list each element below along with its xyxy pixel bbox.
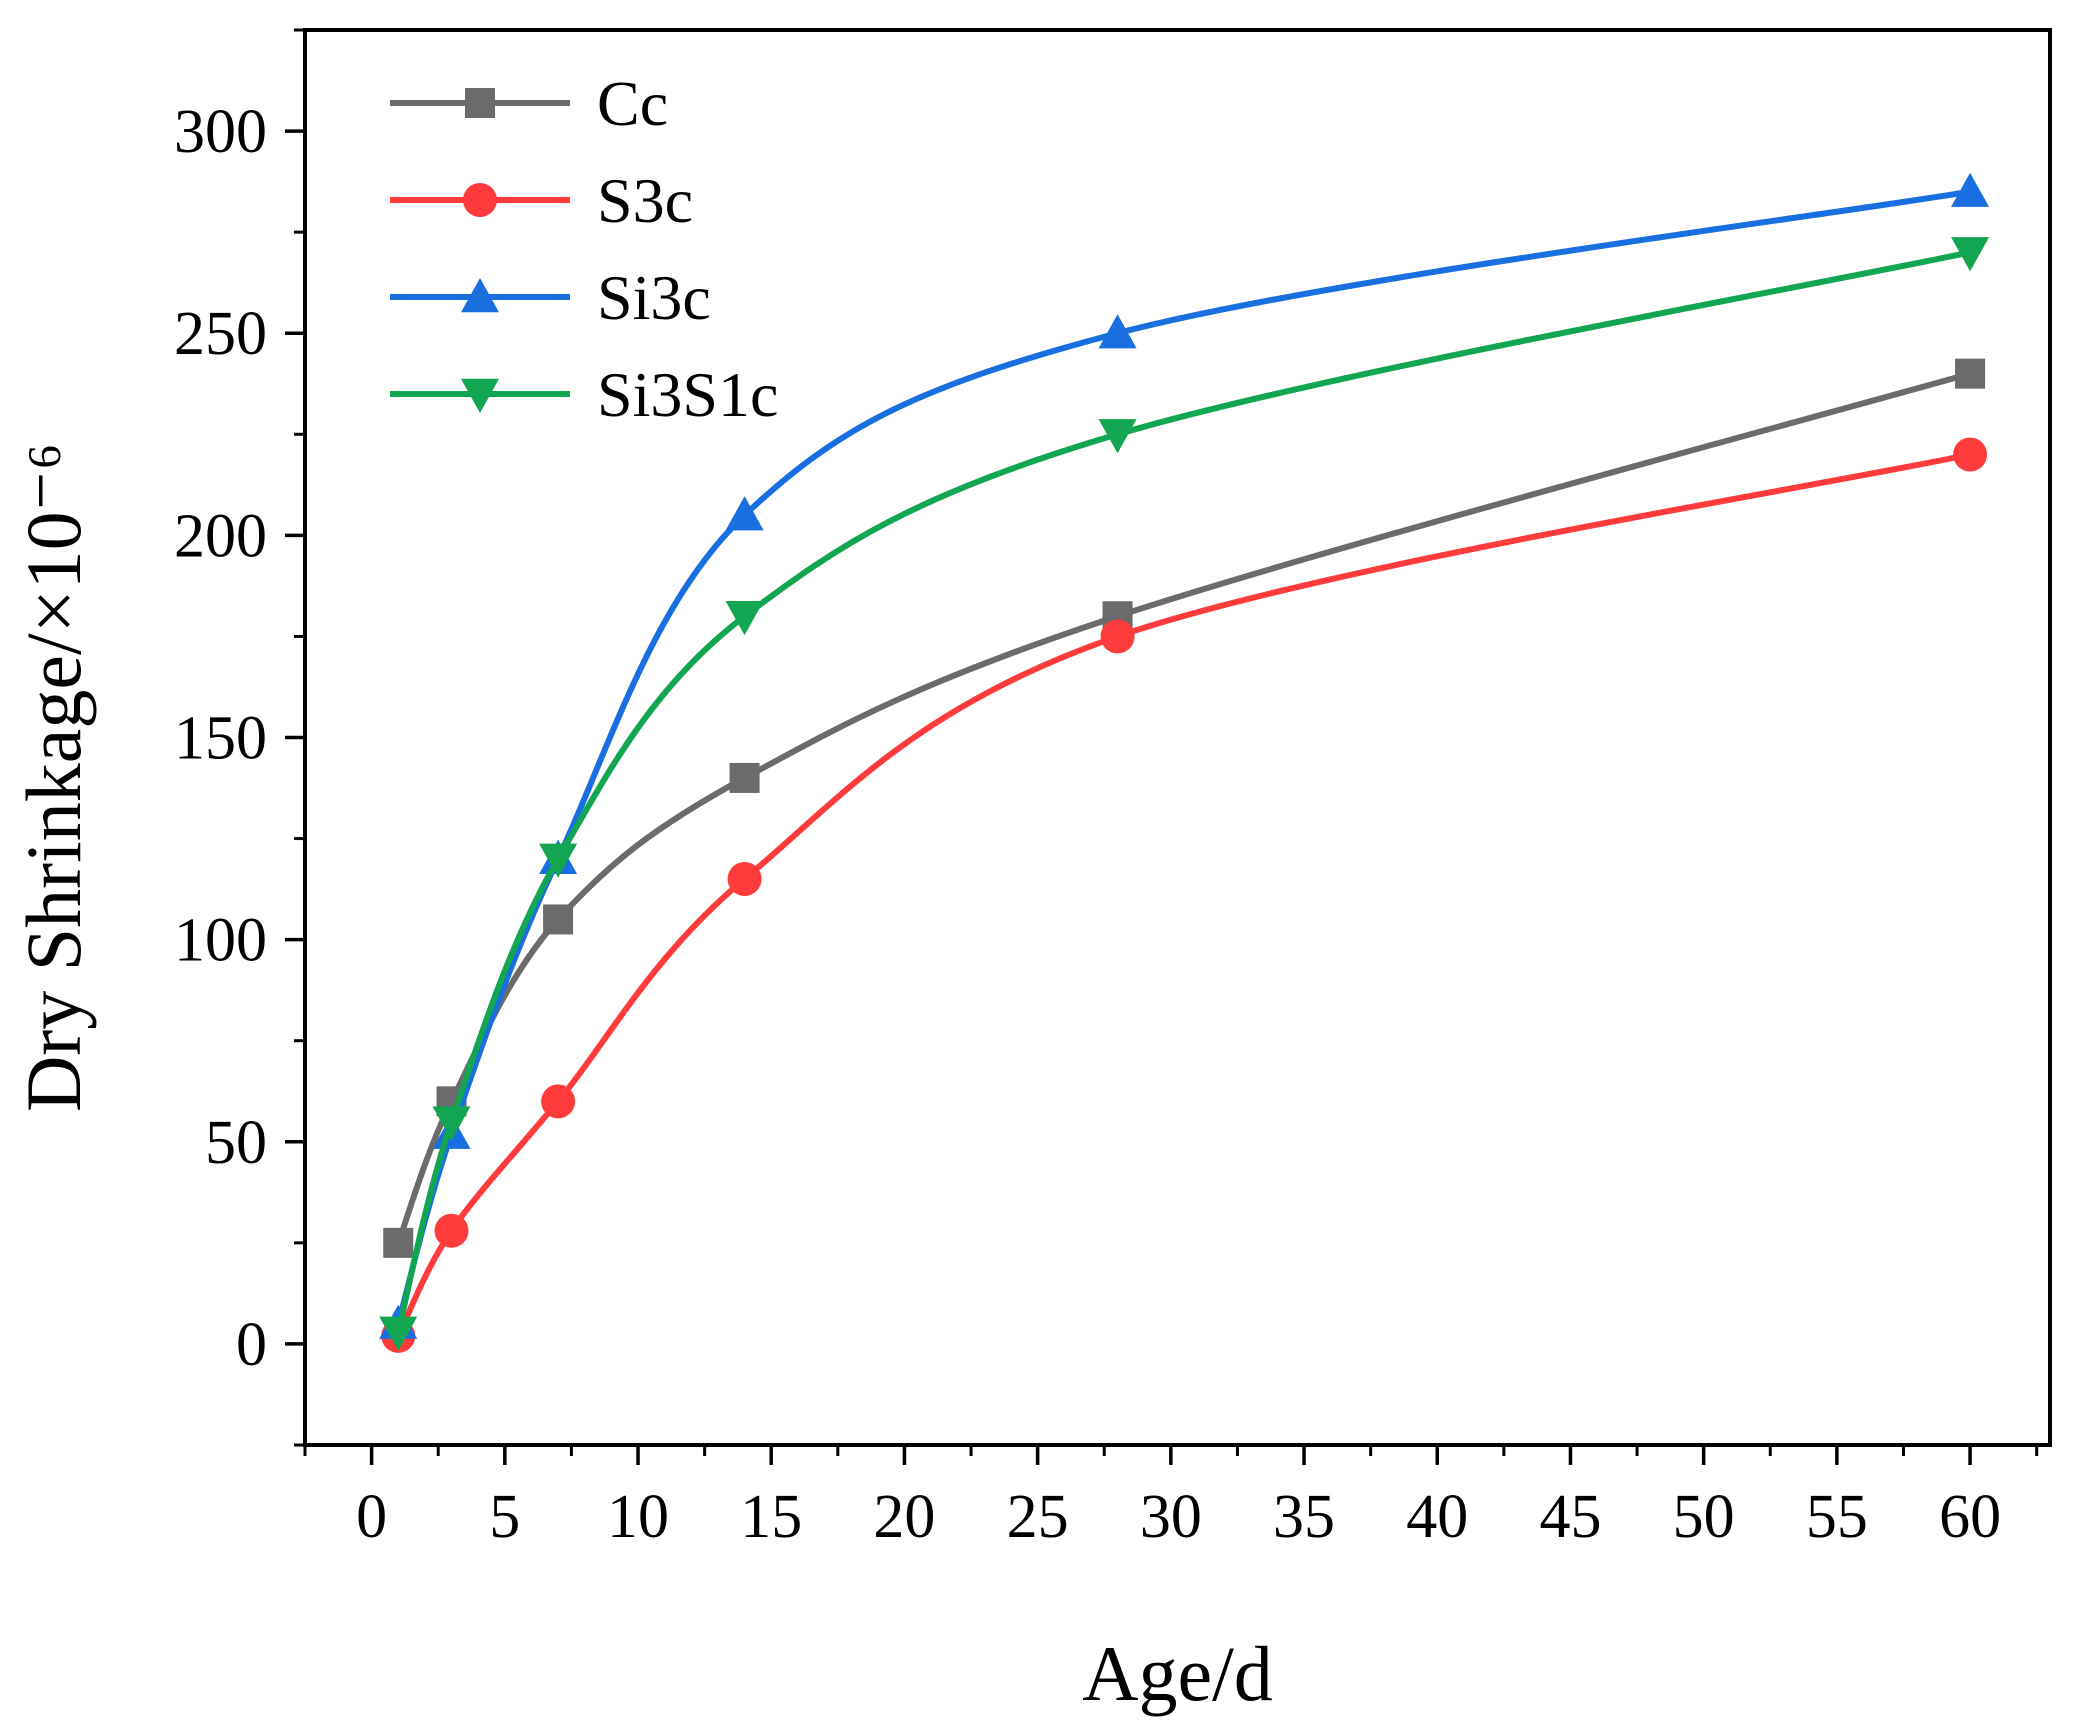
x-tick-label: 0 <box>356 1483 387 1551</box>
series-line-s3c <box>395 451 1971 1338</box>
x-tick-label: 15 <box>740 1483 802 1551</box>
legend-item-si3s1c: Si3S1c <box>390 359 778 430</box>
x-tick-label: 10 <box>607 1483 669 1551</box>
data-point-s3c <box>541 1084 576 1119</box>
x-tick-label: 45 <box>1539 1483 1601 1551</box>
x-tick-label: 50 <box>1673 1483 1735 1551</box>
data-point-cc <box>383 1227 414 1258</box>
data-point-si3s1c <box>379 1316 418 1351</box>
legend-marker-si3s1c <box>461 378 499 413</box>
legend-label-cc: Cc <box>597 68 668 139</box>
data-point-si3c <box>1951 172 1990 207</box>
legend-label-si3s1c: Si3S1c <box>597 359 778 430</box>
data-point-si3s1c <box>1098 419 1137 454</box>
x-tick-label: 55 <box>1806 1483 1868 1551</box>
data-point-s3c <box>1100 619 1135 654</box>
y-axis: 0 50 100 150 200 250 300 <box>174 28 305 1447</box>
x-tick-label: 40 <box>1406 1483 1468 1551</box>
x-tick-label: 5 <box>489 1483 520 1551</box>
y-tick-label: 200 <box>174 502 267 570</box>
y-tick-label: 150 <box>174 705 267 773</box>
y-tick-label: 0 <box>236 1311 267 1379</box>
series-s3c <box>381 437 1988 1353</box>
data-point-si3s1c <box>432 1106 471 1141</box>
legend-marker-s3c <box>463 183 497 217</box>
x-axis: 0 5 10 15 20 25 30 35 40 45 50 55 60 <box>303 1445 2039 1551</box>
data-point-cc <box>543 904 574 935</box>
series-line-cc <box>395 370 1971 1244</box>
y-tick-label: 50 <box>205 1109 267 1177</box>
y-tick-label: 250 <box>174 300 267 368</box>
legend-marker-si3c <box>461 278 499 313</box>
x-tick-label: 25 <box>1007 1483 1069 1551</box>
y-tick-label: 100 <box>174 907 267 975</box>
data-point-s3c <box>1953 437 1988 472</box>
data-point-si3s1c <box>539 843 578 878</box>
y-axis-title: Dry Shrinkage/×10⁻⁶ <box>10 443 97 1112</box>
legend-item-si3c: Si3c <box>390 262 711 333</box>
data-point-si3c <box>725 496 764 531</box>
data-point-s3c <box>727 862 762 896</box>
legend: Cc S3c Si3c Si3S1c <box>390 68 778 430</box>
series-cc <box>383 358 1986 1258</box>
legend-item-s3c: S3c <box>390 165 693 236</box>
data-point-cc <box>1955 358 1986 389</box>
legend-item-cc: Cc <box>390 68 668 139</box>
data-point-si3s1c <box>725 601 764 636</box>
y-tick-label: 300 <box>174 98 267 166</box>
x-tick-label: 60 <box>1939 1483 2001 1551</box>
legend-marker-cc <box>465 88 495 118</box>
x-tick-label: 20 <box>873 1483 935 1551</box>
x-tick-label: 30 <box>1140 1483 1202 1551</box>
data-point-cc <box>729 762 760 793</box>
plot-border <box>303 28 2052 1447</box>
x-axis-title: Age/d <box>1082 1630 1273 1717</box>
x-tick-label: 35 <box>1273 1483 1335 1551</box>
legend-label-s3c: S3c <box>597 165 693 236</box>
series-layer <box>379 172 1990 1353</box>
series-si3s1c <box>379 237 1990 1351</box>
plot-frame <box>303 28 2052 1447</box>
data-point-si3s1c <box>1951 237 1990 272</box>
legend-label-si3c: Si3c <box>597 262 711 333</box>
data-point-si3c <box>1098 314 1137 349</box>
data-point-s3c <box>434 1213 469 1248</box>
